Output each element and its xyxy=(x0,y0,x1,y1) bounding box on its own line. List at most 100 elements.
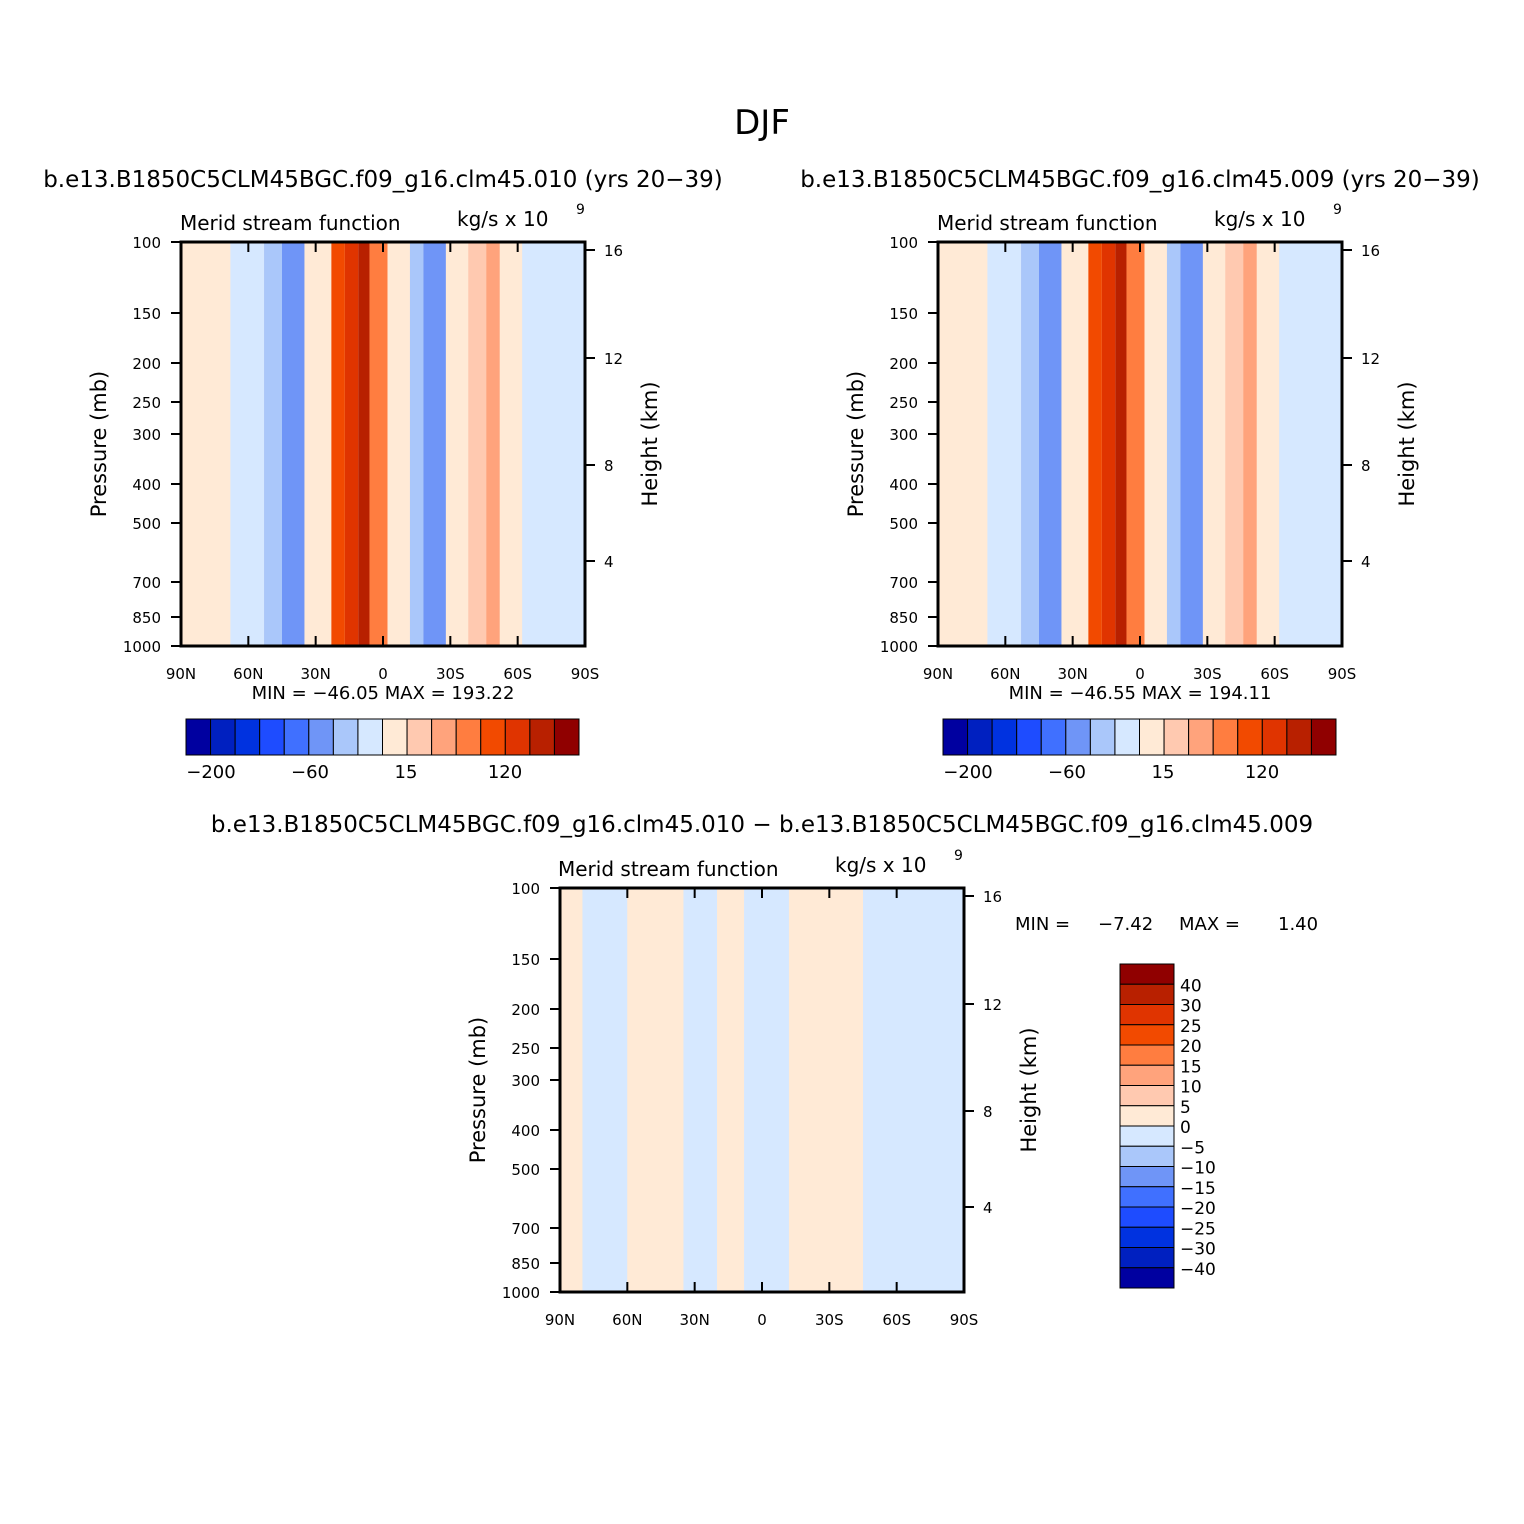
left-colorbar-label-3: 120 xyxy=(488,762,522,783)
left-min-max-stats: MIN = −46.05 MAX = 193.22 xyxy=(252,683,515,704)
diff-y2-tick-label-2: 8 xyxy=(983,1103,993,1121)
diff-contour-band-4 xyxy=(717,888,740,1292)
right-y-tick-label-0: 100 xyxy=(889,234,918,252)
right-y2-tick-label-3: 4 xyxy=(1361,553,1371,571)
right-colorbar-box-12 xyxy=(1237,718,1263,756)
left-panel-units: kg/s x 10 xyxy=(457,207,548,231)
left-colorbar-box-1 xyxy=(210,718,236,756)
diff-plot-area: 90N 60N 30N 0 30S 60S 90S 100 150 200 250 300 400 500… xyxy=(502,880,1002,1329)
right-colorbar-box-2 xyxy=(991,718,1018,756)
right-y2-tick-label-0: 16 xyxy=(1361,242,1380,260)
diff-y-tick-label-2: 200 xyxy=(511,1001,540,1019)
right-colorbar-box-11 xyxy=(1212,718,1239,756)
left-contour-band-1 xyxy=(230,242,265,646)
right-y-tick-label-4: 300 xyxy=(889,426,918,444)
right-y2-tick-label-1: 12 xyxy=(1361,350,1380,368)
diff-y-tick-label-8: 850 xyxy=(511,1255,540,1273)
right-y2-tick-label-2: 8 xyxy=(1361,457,1371,475)
left-y-axis-label: Pressure (mb) xyxy=(87,371,111,518)
difference-panel: b.e13.B1850C5CLM45BGC.f09_g16.clm45.010 … xyxy=(211,812,1318,1329)
right-contour-band-5 xyxy=(1088,242,1102,646)
diff-colorbar-label-10: −15 xyxy=(1180,1179,1216,1199)
diff-colorbar-box-0 xyxy=(1119,963,1175,985)
left-panel-subtitle: Merid stream function xyxy=(180,211,401,235)
left-contour-band-5 xyxy=(331,242,345,646)
left-contour-band-9 xyxy=(409,242,424,646)
left-x-tick-label-0: 90N xyxy=(166,665,196,683)
left-x-tick-label-4: 30S xyxy=(436,665,465,683)
diff-colorbar-label-3: 20 xyxy=(1180,1037,1202,1057)
diff-y-tick-label-7: 700 xyxy=(511,1220,540,1238)
diff-colorbar-box-6 xyxy=(1119,1085,1175,1107)
right-contour-band-4 xyxy=(1077,242,1089,646)
diff-y-tick-label-6: 500 xyxy=(511,1161,540,1179)
left-colorbar-box-4 xyxy=(283,718,310,756)
right-colorbar-label-1: −60 xyxy=(1048,762,1086,783)
right-contour-band-10 xyxy=(1180,242,1203,646)
left-y2-tick-label-3: 4 xyxy=(604,553,614,571)
right-colorbar-box-13 xyxy=(1261,718,1288,756)
left-contour-band-12 xyxy=(486,242,500,646)
diff-contour-band-8 xyxy=(863,888,964,1292)
left-panel-units-exponent: 9 xyxy=(576,202,585,218)
left-colorbar-box-9 xyxy=(406,718,433,756)
diff-colorbar-box-2 xyxy=(1119,1004,1175,1026)
diff-colorbar-label-14: −40 xyxy=(1180,1260,1216,1280)
right-plot-area: 90N 60N 30N 0 30S 60S 90S 100 150 200 250 300 400 500… xyxy=(880,234,1380,683)
right-contour-band-12 xyxy=(1243,242,1257,646)
diff-x-tick-label-0: 90N xyxy=(545,1311,575,1329)
left-y2-tick-label-2: 8 xyxy=(604,457,614,475)
right-y-tick-label-1: 150 xyxy=(889,305,918,323)
right-y-axis-label: Pressure (mb) xyxy=(844,371,868,518)
left-contour-band-3 xyxy=(282,242,305,646)
diff-colorbar-box-10 xyxy=(1119,1166,1175,1188)
right-panel-subtitle: Merid stream function xyxy=(937,211,1158,235)
diff-y-tick-label-5: 400 xyxy=(511,1122,540,1140)
diff-y-tick-label-1: 150 xyxy=(511,951,540,969)
left-contour-band-7 xyxy=(358,242,370,646)
left-plot-area: 90N 60N 30N 0 30S 60S 90S 100 150 200 250 300 400 500… xyxy=(123,234,623,683)
right-colorbar-box-4 xyxy=(1040,718,1067,756)
left-x-tick-label-2: 30N xyxy=(301,665,331,683)
right-x-tick-label-4: 30S xyxy=(1193,665,1222,683)
right-contour-band-9 xyxy=(1166,242,1181,646)
diff-min-label: MIN = xyxy=(1015,914,1070,935)
diff-colorbar-label-7: 0 xyxy=(1180,1118,1191,1138)
diff-y2-tick-label-0: 16 xyxy=(983,888,1002,906)
left-colorbar-box-3 xyxy=(259,718,285,756)
diff-colorbar-label-5: 10 xyxy=(1180,1078,1202,1098)
right-colorbar-label-2: 15 xyxy=(1152,762,1175,783)
right-x-tick-label-6: 90S xyxy=(1328,665,1357,683)
left-colorbar-label-2: 15 xyxy=(395,762,418,783)
diff-colorbar-label-4: 15 xyxy=(1180,1057,1202,1077)
right-x-tick-label-2: 30N xyxy=(1058,665,1088,683)
diff-y2-tick-label-1: 12 xyxy=(983,996,1002,1014)
left-colorbar-box-5 xyxy=(308,718,334,756)
left-y-tick-label-3: 250 xyxy=(132,394,161,412)
diff-colorbar-label-11: −20 xyxy=(1180,1199,1216,1219)
diff-contour-band-3 xyxy=(683,888,718,1292)
left-colorbar: −200 −60 15 120 xyxy=(185,718,580,783)
left-colorbar-box-8 xyxy=(382,718,408,756)
right-contour-band-11 xyxy=(1225,242,1244,646)
diff-colorbar-box-11 xyxy=(1119,1186,1175,1208)
right-contour-band-1 xyxy=(987,242,1022,646)
diff-colorbar-box-12 xyxy=(1119,1206,1175,1228)
diff-colorbar-label-13: −30 xyxy=(1180,1240,1216,1260)
left-y-tick-label-1: 150 xyxy=(132,305,161,323)
left-y2-tick-label-1: 12 xyxy=(604,350,623,368)
left-y2-axis-label: Height (km) xyxy=(638,381,662,506)
right-contour-band-2 xyxy=(1021,242,1039,646)
left-y-tick-label-2: 200 xyxy=(132,355,161,373)
left-y-tick-label-4: 300 xyxy=(132,426,161,444)
right-contour-band-0 xyxy=(938,242,988,646)
right-y-tick-label-3: 250 xyxy=(889,394,918,412)
left-colorbar-box-12 xyxy=(480,718,506,756)
diff-x-tick-label-2: 30N xyxy=(680,1311,710,1329)
left-colorbar-box-0 xyxy=(185,718,212,756)
left-y-tick-label-8: 850 xyxy=(132,609,161,627)
diff-y2-tick-label-3: 4 xyxy=(983,1199,993,1217)
left-y-tick-label-7: 700 xyxy=(132,574,161,592)
diff-y2-axis-label: Height (km) xyxy=(1017,1027,1041,1152)
